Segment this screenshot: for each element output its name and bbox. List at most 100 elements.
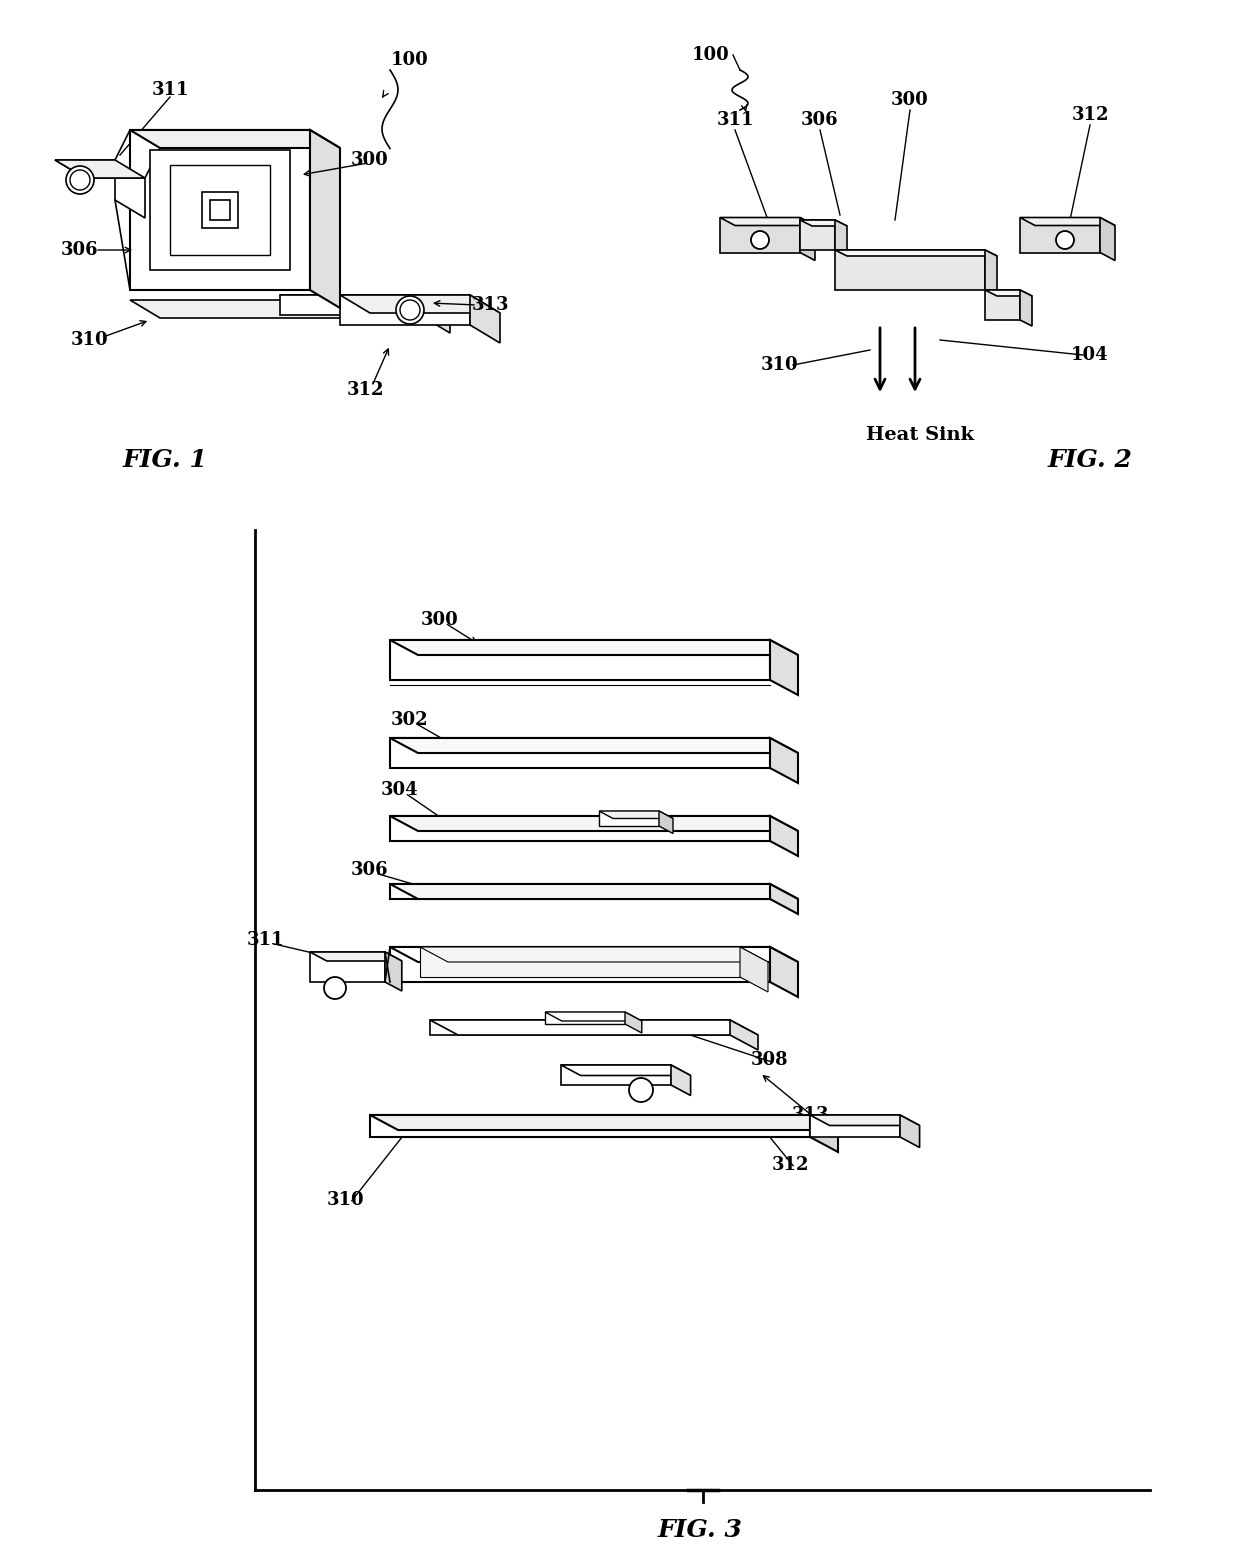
Text: 100: 100: [692, 45, 730, 64]
Ellipse shape: [401, 300, 420, 320]
Polygon shape: [280, 295, 450, 314]
Polygon shape: [150, 150, 290, 270]
Polygon shape: [430, 1019, 758, 1035]
Polygon shape: [370, 1115, 838, 1130]
Polygon shape: [55, 159, 145, 219]
Polygon shape: [340, 295, 470, 325]
Polygon shape: [546, 1012, 625, 1024]
Polygon shape: [1100, 217, 1115, 261]
Polygon shape: [770, 640, 799, 695]
Polygon shape: [55, 159, 145, 178]
Polygon shape: [900, 1115, 920, 1147]
Polygon shape: [310, 130, 340, 308]
Text: FIG. 1: FIG. 1: [123, 448, 207, 471]
Polygon shape: [130, 130, 310, 290]
Text: 300: 300: [892, 91, 929, 109]
Polygon shape: [391, 948, 799, 962]
Polygon shape: [985, 250, 997, 297]
Circle shape: [396, 297, 424, 325]
Polygon shape: [740, 948, 768, 991]
Polygon shape: [420, 948, 768, 962]
Text: 312: 312: [771, 1157, 808, 1174]
Text: 104: 104: [1071, 347, 1109, 364]
Polygon shape: [310, 952, 384, 982]
Circle shape: [66, 165, 94, 194]
Polygon shape: [800, 220, 847, 226]
Text: 308: 308: [751, 1051, 789, 1069]
Polygon shape: [391, 640, 799, 656]
Text: 311: 311: [717, 111, 754, 130]
Text: 310: 310: [326, 1191, 363, 1210]
Text: FIG. 2: FIG. 2: [1048, 448, 1132, 471]
Text: Heat Sink: Heat Sink: [866, 426, 973, 443]
Circle shape: [751, 231, 769, 250]
Polygon shape: [625, 1012, 642, 1033]
Text: 313: 313: [791, 1107, 828, 1124]
Text: 311: 311: [247, 930, 284, 949]
Polygon shape: [384, 952, 402, 991]
Polygon shape: [770, 816, 799, 855]
Polygon shape: [391, 884, 770, 899]
Polygon shape: [835, 250, 985, 290]
Polygon shape: [391, 640, 770, 681]
Polygon shape: [1021, 217, 1115, 225]
Polygon shape: [671, 1065, 691, 1096]
Text: 310: 310: [761, 356, 799, 375]
Polygon shape: [1021, 217, 1100, 253]
Polygon shape: [391, 738, 799, 752]
Text: 300: 300: [351, 151, 389, 169]
Polygon shape: [800, 220, 835, 250]
Polygon shape: [420, 295, 450, 332]
Circle shape: [1056, 231, 1074, 250]
Text: 304: 304: [381, 780, 419, 799]
Text: 306: 306: [801, 111, 838, 130]
Polygon shape: [985, 290, 1032, 297]
Polygon shape: [391, 948, 770, 982]
Polygon shape: [430, 1019, 730, 1035]
Polygon shape: [130, 130, 340, 148]
Polygon shape: [720, 217, 800, 253]
Polygon shape: [720, 217, 815, 225]
Polygon shape: [770, 948, 799, 997]
Polygon shape: [340, 295, 500, 314]
Polygon shape: [546, 1012, 642, 1021]
Polygon shape: [810, 1115, 838, 1152]
Bar: [210, 200, 229, 220]
Polygon shape: [730, 1019, 758, 1051]
Bar: [202, 192, 238, 228]
Polygon shape: [770, 884, 799, 915]
Polygon shape: [800, 217, 815, 261]
Polygon shape: [391, 816, 770, 841]
Polygon shape: [170, 165, 270, 254]
Polygon shape: [1021, 290, 1032, 326]
Polygon shape: [130, 300, 370, 318]
Polygon shape: [810, 1115, 920, 1125]
Text: 306: 306: [61, 240, 99, 259]
Polygon shape: [391, 738, 770, 768]
Polygon shape: [835, 250, 997, 256]
Text: 312: 312: [346, 381, 383, 400]
Polygon shape: [835, 220, 847, 256]
Text: 100: 100: [391, 52, 429, 69]
Polygon shape: [280, 295, 420, 315]
Text: 312: 312: [1071, 106, 1109, 123]
Text: 311: 311: [151, 81, 188, 98]
Text: 310: 310: [71, 331, 109, 350]
Polygon shape: [310, 952, 402, 962]
Circle shape: [324, 977, 346, 999]
Polygon shape: [560, 1065, 671, 1085]
Text: 302: 302: [391, 710, 429, 729]
Polygon shape: [470, 295, 500, 343]
Polygon shape: [599, 812, 658, 826]
Polygon shape: [985, 290, 1021, 320]
Polygon shape: [770, 738, 799, 784]
Polygon shape: [560, 1065, 691, 1076]
Ellipse shape: [69, 170, 91, 190]
Text: 300: 300: [422, 610, 459, 629]
Polygon shape: [599, 812, 673, 818]
Polygon shape: [391, 884, 799, 899]
Polygon shape: [658, 812, 673, 834]
Polygon shape: [810, 1115, 900, 1136]
Polygon shape: [420, 948, 740, 977]
Circle shape: [629, 1079, 653, 1102]
